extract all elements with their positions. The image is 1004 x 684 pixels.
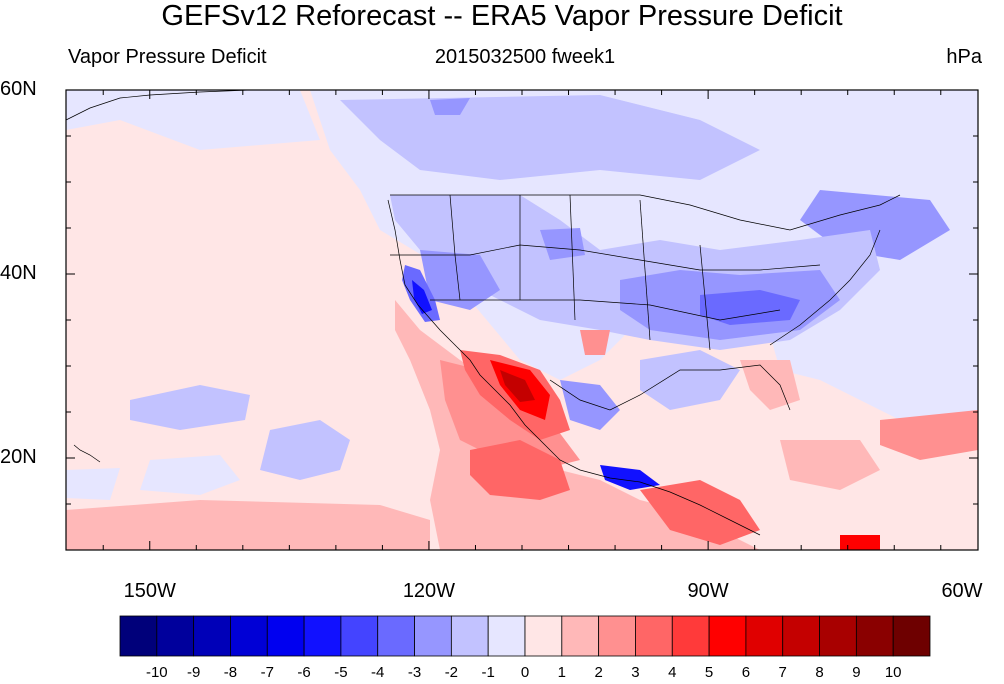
lon-label: 120W	[402, 580, 456, 602]
axis-ticks	[66, 89, 978, 551]
colorbar-label: 6	[741, 664, 751, 681]
lon-label: 60W	[941, 580, 983, 602]
colorbar-swatch	[193, 615, 231, 657]
colorbar-label: -2	[444, 664, 459, 681]
colorbar-swatch	[340, 615, 379, 657]
colorbar-swatch	[892, 615, 931, 657]
colorbar-swatch	[230, 615, 268, 657]
plot-title: GEFSv12 Reforecast -- ERA5 Vapor Pressur…	[161, 0, 843, 32]
lat-label: 40N	[0, 262, 37, 284]
colorbar-swatch	[635, 615, 673, 657]
vpd-field	[66, 90, 978, 550]
colorbar-swatch	[377, 615, 415, 657]
units-label: hPa	[946, 46, 982, 68]
colorbar-label: 7	[778, 664, 787, 681]
colorbar-swatch	[819, 615, 857, 657]
colorbar-label: 1	[557, 664, 566, 681]
colorbar-swatch	[855, 615, 894, 657]
colorbar-label: -5	[334, 664, 348, 681]
colorbar-label: 5	[704, 664, 714, 681]
lon-label: 90W	[687, 580, 729, 602]
colorbar-swatch	[487, 615, 526, 657]
colorbar-swatch	[561, 615, 600, 657]
colorbar-label: -3	[407, 664, 422, 681]
date-label: 2015032500 fweek1	[434, 46, 616, 68]
colorbar-label: 3	[631, 664, 640, 681]
colorbar-swatch	[782, 615, 820, 657]
colorbar-swatch	[414, 615, 452, 657]
colorbar-swatch	[450, 615, 489, 657]
colorbar-swatch	[303, 615, 342, 657]
colorbar-label: -8	[223, 664, 238, 681]
lat-label: 20N	[0, 446, 37, 468]
lon-label: 150W	[123, 580, 176, 602]
map-outlines	[65, 89, 901, 536]
colorbar-label: -10	[145, 664, 168, 681]
colorbar-label: 4	[668, 664, 677, 681]
colorbar-label: 2	[594, 664, 603, 681]
variable-label: Vapor Pressure Deficit	[68, 46, 267, 68]
lat-label: 60N	[0, 78, 37, 100]
colorbar-label: 9	[852, 664, 861, 681]
colorbar-label: 0	[520, 664, 530, 681]
colorbar-swatch	[156, 615, 195, 657]
colorbar-swatch	[266, 615, 305, 657]
colorbar-swatch	[708, 615, 747, 657]
colorbar-label: -6	[297, 664, 311, 681]
colorbar-label: -9	[186, 664, 201, 681]
colorbar-swatch	[598, 615, 636, 657]
colorbar	[119, 615, 931, 657]
colorbar-label: -1	[481, 664, 495, 681]
colorbar-swatch	[119, 615, 158, 657]
colorbar-swatch	[524, 615, 563, 657]
colorbar-label: 10	[884, 664, 902, 681]
colorbar-label: -4	[371, 664, 385, 681]
colorbar-swatch	[745, 615, 784, 657]
colorbar-label: 8	[815, 664, 824, 681]
colorbar-swatch	[671, 615, 710, 657]
colorbar-label: -7	[260, 664, 274, 681]
